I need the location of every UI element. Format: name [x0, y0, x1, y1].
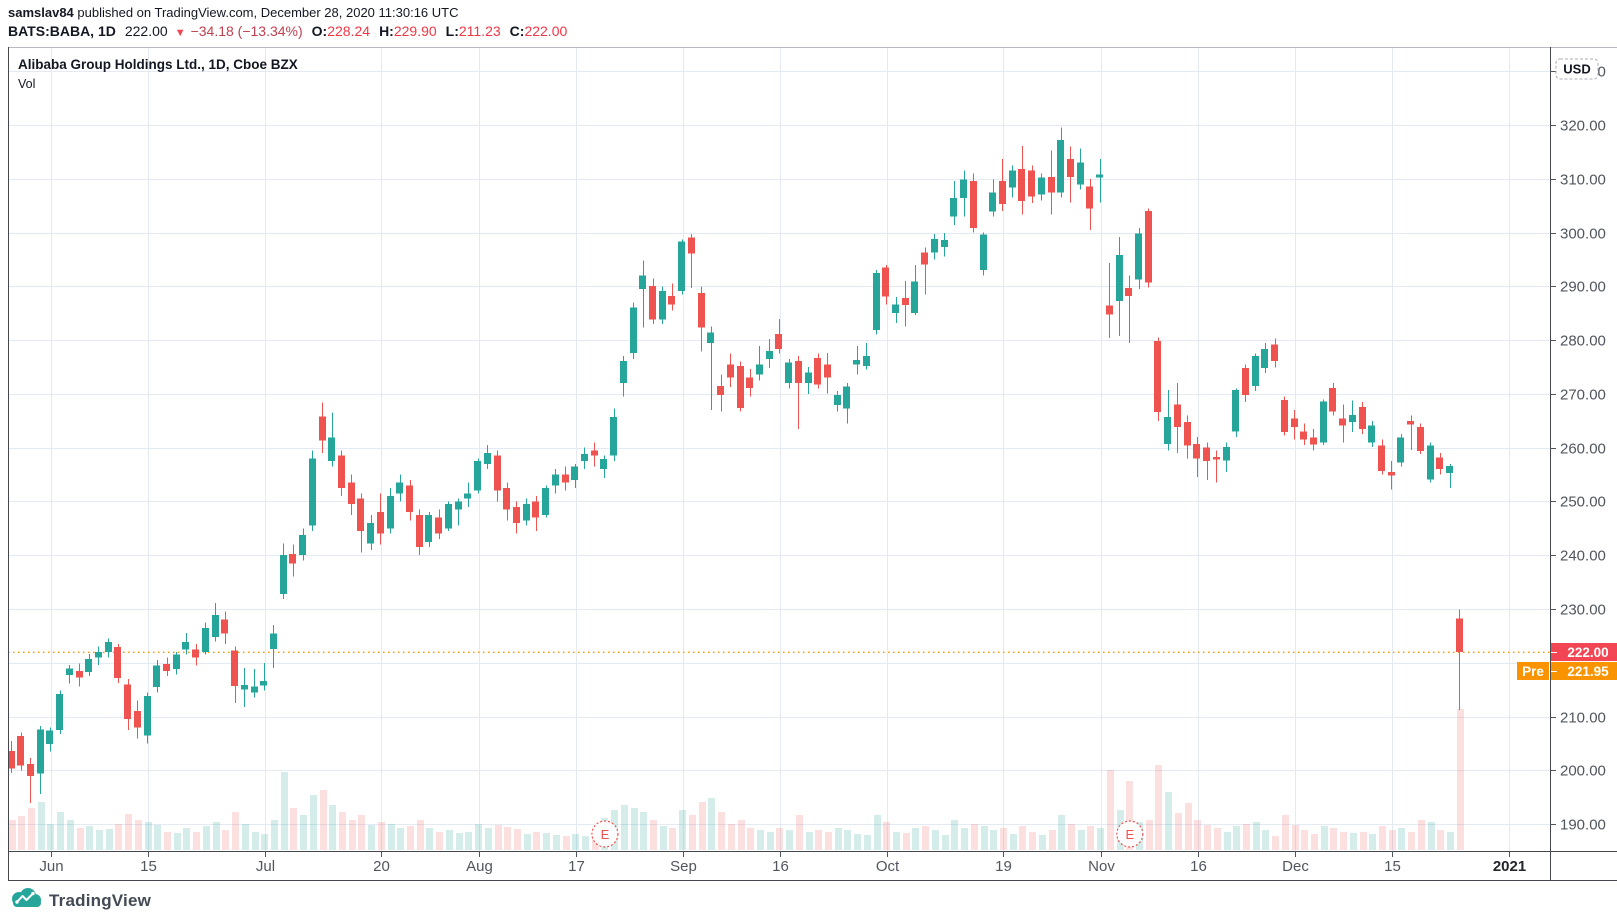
- svg-text:260.00: 260.00: [1560, 441, 1606, 458]
- svg-text:20: 20: [373, 858, 390, 875]
- open-label: O:: [311, 23, 328, 39]
- svg-text:15: 15: [140, 858, 157, 875]
- svg-text:210.00: 210.00: [1560, 710, 1606, 727]
- svg-text:221.95: 221.95: [1567, 664, 1609, 679]
- svg-text:310.00: 310.00: [1560, 172, 1606, 189]
- high-value: 229.90: [393, 23, 437, 39]
- svg-text:Jun: Jun: [39, 858, 63, 875]
- svg-text:Aug: Aug: [466, 858, 493, 875]
- svg-text:200.00: 200.00: [1560, 763, 1606, 780]
- snapshot-header: samslav84 published on TradingView.com, …: [8, 5, 459, 20]
- tradingview-logo-icon: [8, 886, 42, 915]
- svg-text:280.00: 280.00: [1560, 333, 1606, 350]
- volume-pane-label: Vol: [18, 77, 36, 91]
- candles: [8, 127, 1463, 804]
- svg-text:320.00: 320.00: [1560, 118, 1606, 135]
- close-value: 222.00: [524, 23, 568, 39]
- grid-lines: [9, 48, 1550, 851]
- volume-bars: [9, 709, 1464, 850]
- down-triangle-icon: ▼: [174, 27, 186, 39]
- svg-text:240.00: 240.00: [1560, 548, 1606, 565]
- svg-text:Nov: Nov: [1088, 858, 1115, 875]
- high-label: H:: [379, 23, 394, 39]
- svg-text:Sep: Sep: [670, 858, 697, 875]
- publish-info: published on TradingView.com, December 2…: [77, 5, 459, 20]
- currency-badge: USD: [1555, 58, 1599, 80]
- low-label: L:: [445, 23, 459, 39]
- svg-text:19: 19: [995, 858, 1012, 875]
- time-axis[interactable]: Jun 15 Jul 20 Aug 17 Sep 16 Oct 19 Nov 16 Dec 15 2021: [39, 851, 1526, 875]
- premarket-badge: Pre 221.95: [1517, 662, 1617, 680]
- chart-title: Alibaba Group Holdings Ltd., 1D, Cboe BZ…: [18, 57, 298, 72]
- svg-text:300.00: 300.00: [1560, 226, 1606, 243]
- svg-text:15: 15: [1384, 858, 1401, 875]
- price-axis[interactable]: 190.00 200.00 210.00 230.00 240.00 250.00 260.…: [1550, 64, 1606, 834]
- svg-text:Pre: Pre: [1522, 664, 1544, 679]
- last-price: 222.00: [124, 23, 168, 39]
- svg-text:230.00: 230.00: [1560, 602, 1606, 619]
- svg-text:2021: 2021: [1493, 858, 1526, 875]
- price-badge: 222.00: [1551, 643, 1617, 661]
- svg-text:290.00: 290.00: [1560, 279, 1606, 296]
- svg-text:270.00: 270.00: [1560, 387, 1606, 404]
- open-value: 228.24: [327, 23, 371, 39]
- price-change: −34.18 (−13.34%): [190, 23, 303, 39]
- chart-frame: [8, 47, 1617, 881]
- svg-text:USD: USD: [1563, 62, 1590, 77]
- tradingview-brand-text: TradingView: [49, 890, 152, 910]
- svg-text:222.00: 222.00: [1567, 645, 1608, 660]
- svg-text:Jul: Jul: [256, 858, 275, 875]
- svg-text:E: E: [601, 827, 610, 842]
- svg-text:16: 16: [772, 858, 789, 875]
- svg-text:250.00: 250.00: [1560, 494, 1606, 511]
- svg-text:E: E: [1125, 827, 1134, 842]
- symbol-name: BATS:BABA, 1D: [8, 23, 116, 39]
- svg-text:17: 17: [568, 858, 585, 875]
- close-label: C:: [509, 23, 525, 39]
- svg-text:Dec: Dec: [1282, 858, 1309, 875]
- symbol-summary: BATS:BABA, 1D 222.00 ▼ −34.18 (−13.34%) O:22…: [8, 23, 567, 39]
- svg-text:16: 16: [1190, 858, 1207, 875]
- svg-text:Oct: Oct: [876, 858, 900, 875]
- author-name: samslav84: [8, 5, 74, 20]
- svg-text:190.00: 190.00: [1560, 817, 1606, 834]
- tradingview-logo[interactable]: TradingView: [8, 886, 151, 915]
- low-value: 211.23: [458, 23, 501, 39]
